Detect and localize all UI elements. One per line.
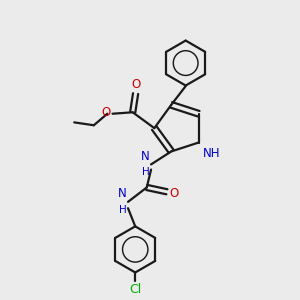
Text: N: N bbox=[118, 188, 127, 200]
Text: O: O bbox=[170, 187, 179, 200]
Text: NH: NH bbox=[203, 147, 220, 160]
Text: H: H bbox=[142, 167, 150, 177]
Text: N: N bbox=[141, 150, 150, 163]
Text: O: O bbox=[101, 106, 110, 119]
Text: H: H bbox=[119, 205, 127, 215]
Text: Cl: Cl bbox=[129, 283, 141, 296]
Text: O: O bbox=[131, 78, 140, 91]
